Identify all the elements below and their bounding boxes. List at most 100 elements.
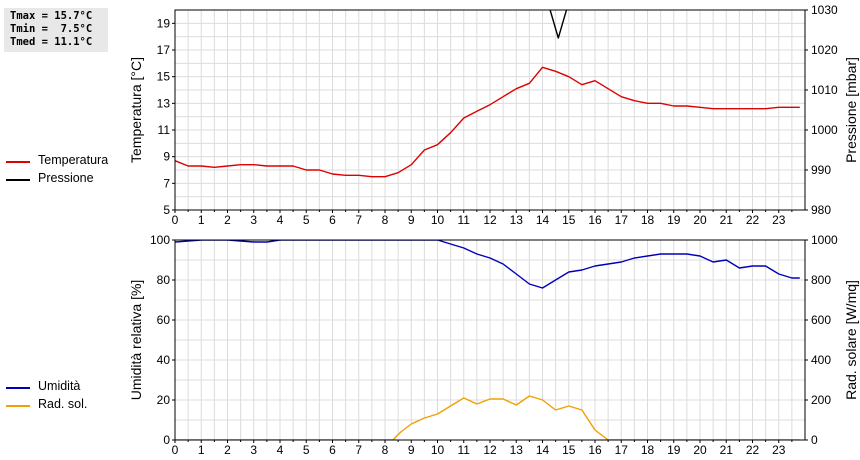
stats-box: Tmax = 15.7°C Tmin = 7.5°C Tmed = 11.1°C — [4, 8, 108, 52]
legend-swatch — [6, 179, 30, 181]
x-tick-label: 1 — [198, 443, 205, 457]
y-tick-label: 80 — [157, 273, 171, 287]
y-tick-label: 40 — [157, 353, 171, 367]
series-fill-rad-sol- — [175, 396, 800, 440]
x-tick-label: 12 — [483, 213, 497, 227]
chart-panel-1: 0 1 2 3 4 5 6 7 8 9 10 11 12 13 14 15 16 17 18 19 20 21 22 2357… — [128, 3, 859, 227]
y-tick-label: 17 — [157, 43, 171, 57]
x-tick-label: 23 — [772, 443, 786, 457]
x-tick-label: 3 — [250, 213, 257, 227]
x-tick-label: 10 — [431, 213, 445, 227]
x-tick-label: 20 — [693, 213, 707, 227]
y2-tick-label: 1000 — [811, 233, 838, 247]
y2-tick-label: 600 — [811, 313, 831, 327]
y-tick-label: 7 — [163, 176, 170, 190]
x-tick-label: 17 — [615, 213, 629, 227]
x-tick-label: 0 — [172, 443, 179, 457]
x-tick-label: 7 — [355, 443, 362, 457]
x-tick-label: 19 — [667, 213, 681, 227]
y2-tick-label: 800 — [811, 273, 831, 287]
x-tick-label: 11 — [458, 443, 471, 457]
y2-tick-label: 200 — [811, 393, 831, 407]
legend-swatch — [6, 161, 30, 163]
y-tick-label: 11 — [158, 123, 171, 137]
y-axis-title: Umidità relativa [%] — [128, 280, 144, 401]
y2-tick-label: 400 — [811, 353, 831, 367]
x-tick-label: 15 — [562, 443, 576, 457]
y2-axis-title: Pressione [mbar] — [843, 57, 859, 163]
y2-axis-title: Rad. solare [W/mq] — [843, 280, 859, 400]
x-tick-label: 14 — [536, 443, 550, 457]
y-tick-label: 15 — [157, 70, 171, 84]
legend-label: Rad. sol. — [38, 397, 88, 411]
x-tick-label: 0 — [172, 213, 179, 227]
y-tick-label: 13 — [157, 96, 171, 110]
y2-tick-label: 990 — [811, 163, 831, 177]
series-line-pressione — [549, 10, 568, 39]
x-tick-label: 9 — [408, 443, 415, 457]
x-tick-label: 8 — [382, 213, 389, 227]
legend-swatch — [6, 405, 30, 407]
y2-tick-label: 1020 — [811, 43, 838, 57]
x-tick-label: 16 — [588, 443, 602, 457]
series-group — [175, 10, 800, 178]
x-tick-label: 18 — [641, 443, 655, 457]
x-tick-label: 6 — [329, 213, 336, 227]
stat-tmed: Tmed = 11.1°C — [10, 36, 93, 48]
x-tick-label: 5 — [303, 443, 310, 457]
x-tick-label: 5 — [303, 213, 310, 227]
series-group — [175, 240, 800, 440]
x-tick-label: 4 — [277, 213, 284, 227]
x-tick-label: 16 — [588, 213, 602, 227]
legend-label: Umidità — [38, 379, 81, 393]
series-line-rad-sol- — [175, 395, 800, 440]
x-tick-label: 1 — [198, 213, 205, 227]
y-tick-label: 5 — [163, 203, 170, 217]
x-tick-label: 20 — [693, 443, 707, 457]
x-tick-label: 13 — [510, 213, 524, 227]
x-tick-label: 19 — [667, 443, 681, 457]
y2-tick-label: 1030 — [811, 3, 838, 17]
y2-tick-label: 980 — [811, 203, 831, 217]
x-tick-label: 15 — [562, 213, 576, 227]
x-tick-label: 17 — [615, 443, 629, 457]
x-tick-label: 23 — [772, 213, 786, 227]
y-tick-label: 9 — [163, 150, 170, 164]
y-tick-label: 19 — [157, 16, 171, 30]
x-tick-label: 22 — [746, 213, 760, 227]
y-tick-label: 20 — [157, 393, 171, 407]
y2-tick-label: 0 — [811, 433, 818, 447]
stat-tmax: Tmax = 15.7°C — [10, 10, 93, 22]
stat-tmin: Tmin = 7.5°C — [10, 23, 93, 35]
x-tick-label: 8 — [382, 443, 389, 457]
y2-tick-label: 1000 — [811, 123, 838, 137]
legend-label: Pressione — [38, 171, 94, 185]
x-tick-label: 22 — [746, 443, 760, 457]
x-tick-label: 9 — [408, 213, 415, 227]
x-tick-label: 18 — [641, 213, 655, 227]
x-tick-label: 11 — [458, 213, 471, 227]
y-tick-label: 0 — [163, 433, 170, 447]
y2-tick-label: 1010 — [811, 83, 838, 97]
series-line-temperatura — [175, 66, 800, 178]
y-tick-label: 100 — [150, 233, 170, 247]
x-tick-label: 10 — [431, 443, 445, 457]
x-tick-label: 12 — [483, 443, 497, 457]
y-axis-title: Temperatura [°C] — [128, 57, 144, 163]
x-tick-label: 2 — [224, 443, 231, 457]
x-tick-label: 3 — [250, 443, 257, 457]
x-tick-label: 13 — [510, 443, 524, 457]
x-tick-label: 2 — [224, 213, 231, 227]
legend-swatch — [6, 387, 30, 389]
chart-panel-2: 0 1 2 3 4 5 6 7 8 9 10 11 12 13 14 15 16 17 18 19 20 21 22 2302… — [128, 233, 859, 457]
x-tick-label: 6 — [329, 443, 336, 457]
x-tick-label: 21 — [720, 213, 734, 227]
series-line-umidit- — [175, 240, 800, 289]
x-tick-label: 14 — [536, 213, 550, 227]
x-tick-label: 4 — [277, 443, 284, 457]
legend-label: Temperatura — [38, 153, 109, 167]
x-tick-label: 7 — [355, 213, 362, 227]
y-tick-label: 60 — [157, 313, 171, 327]
x-tick-label: 21 — [720, 443, 734, 457]
